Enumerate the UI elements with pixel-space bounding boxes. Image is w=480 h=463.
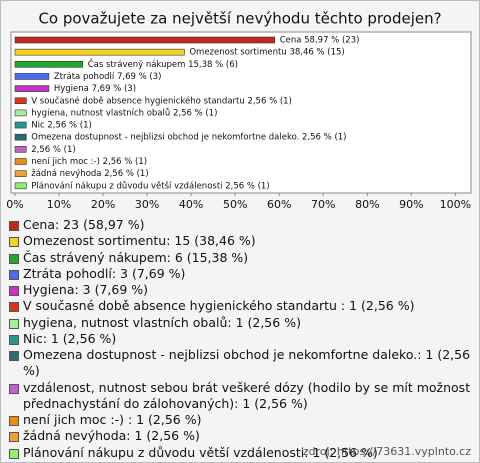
legend-item: Omezena dostupnost - nejblizsi obchod je… <box>7 347 473 379</box>
legend-label: žádná nevýhoda: 1 (2,56 %) <box>23 428 200 444</box>
bar <box>14 170 27 177</box>
bar <box>14 36 275 44</box>
bar <box>14 73 50 80</box>
legend-swatch <box>9 302 19 313</box>
legend-item: není jich moc :-) : 1 (2,56 %) <box>7 412 473 428</box>
bar <box>14 182 27 190</box>
value-label: Plánování nákupu z důvodu větší vzdáleno… <box>31 180 269 191</box>
legend-label: Ztráta pohodlí: 3 (7,69 %) <box>23 265 186 281</box>
value-label: žádná nevýhoda 2,56 % (1) <box>31 169 148 179</box>
legend-item: Nic: 1 (2,56 %) <box>7 331 473 347</box>
bar <box>14 133 27 141</box>
legend-swatch <box>9 286 19 297</box>
legend-label: Plánování nákupu z důvodu větší vzdáleno… <box>23 444 378 460</box>
legend-swatch <box>9 335 19 346</box>
legend: Cena: 23 (58,97 %) Omezenost sortimentu: … <box>7 217 473 461</box>
bar <box>14 60 84 68</box>
plot-area <box>10 31 472 194</box>
bar <box>14 158 27 165</box>
legend-swatch <box>9 253 19 264</box>
x-tick-label: 70% <box>311 198 335 211</box>
legend-item: vzdálenost, nutnost sebou brát veškeré d… <box>7 380 473 412</box>
legend-swatch <box>9 351 19 362</box>
legend-label: Hygiena: 3 (7,69 %) <box>23 282 149 298</box>
legend-label: hygiena, nutnost vlastních obalů: 1 (2,5… <box>23 314 301 330</box>
legend-label: V současné době absence hygienického sta… <box>23 298 415 314</box>
bar <box>14 146 27 153</box>
x-tick-label: 40% <box>179 198 203 211</box>
legend-item: Čas strávený nákupem: 6 (15,38 %) <box>7 250 473 266</box>
legend-label: vzdálenost, nutnost sebou brát veškeré d… <box>23 379 471 411</box>
value-label: hygiena, nutnost vlastních obalů 2,56 % … <box>31 107 217 118</box>
x-tick-label: 100% <box>440 198 471 211</box>
x-tick-label: 50% <box>223 198 247 211</box>
value-label: Omezena dostupnost - nejblizsi obchod je… <box>31 133 346 143</box>
legend-item: Hygiena: 3 (7,69 %) <box>7 282 473 298</box>
legend-item: Plánování nákupu z důvodu větší vzdáleno… <box>7 445 473 461</box>
legend-swatch <box>9 383 19 394</box>
value-label: Čas strávený nákupem 15,38 % (6) <box>88 58 238 70</box>
legend-swatch <box>9 221 19 231</box>
legend-swatch <box>9 269 19 280</box>
x-tick-label: 0% <box>6 198 23 211</box>
bar <box>14 109 27 117</box>
legend-item: V současné době absence hygienického sta… <box>7 298 473 314</box>
legend-label: Cena: 23 (58,97 %) <box>23 217 145 232</box>
chart-title: Co považujete za největší nevýhodu těcht… <box>38 10 441 28</box>
legend-swatch <box>9 318 19 329</box>
x-tick-label: 20% <box>91 198 115 211</box>
x-tick-label: 80% <box>355 198 379 211</box>
bar <box>14 97 27 105</box>
legend-swatch <box>9 415 19 426</box>
legend-item: Cena: 23 (58,97 %) <box>7 217 473 233</box>
legend-item: žádná nevýhoda: 1 (2,56 %) <box>7 428 473 444</box>
value-label: Hygiena 7,69 % (3) <box>54 84 136 94</box>
legend-label: není jich moc :-) : 1 (2,56 %) <box>23 411 202 427</box>
legend-label: Omezena dostupnost - nejblizsi obchod je… <box>23 347 471 379</box>
legend-swatch <box>9 237 19 248</box>
legend-label: Nic: 1 (2,56 %) <box>23 331 117 347</box>
value-label: Omezenost sortimentu 38,46 % (15) <box>189 48 344 58</box>
x-tick-label: 60% <box>267 198 291 211</box>
value-label: V současné době absence hygienického sta… <box>31 95 292 106</box>
chart: Co považujete za největší nevýhodu těcht… <box>6 10 472 211</box>
value-label: Cena 58,97 % (23) <box>280 36 360 46</box>
legend-label: Čas strávený nákupem: 6 (15,38 %) <box>23 249 249 265</box>
legend-label: Omezenost sortimentu: 15 (38,46 %) <box>23 233 256 249</box>
legend-item: hygiena, nutnost vlastních obalů: 1 (2,5… <box>7 315 473 331</box>
value-label: Nic 2,56 % (1) <box>31 121 92 131</box>
x-tick-label: 10% <box>47 198 71 211</box>
value-label: 2,56 % (1) <box>31 145 75 155</box>
legend-item: Ztráta pohodlí: 3 (7,69 %) <box>7 266 473 282</box>
legend-item: Omezenost sortimentu: 15 (38,46 %) <box>7 233 473 249</box>
value-label: Ztráta pohodlí 7,69 % (3) <box>54 72 162 82</box>
x-tick-label: 90% <box>399 198 423 211</box>
legend-swatch <box>9 432 19 443</box>
bar <box>14 48 185 56</box>
bar <box>14 121 27 129</box>
source: zdroj: https://73631.vyplnto.cz <box>302 445 471 458</box>
legend-swatch <box>9 448 19 459</box>
value-label: není jich moc :-) 2,56 % (1) <box>31 157 147 167</box>
bar <box>14 85 50 92</box>
x-tick-label: 30% <box>135 198 159 211</box>
